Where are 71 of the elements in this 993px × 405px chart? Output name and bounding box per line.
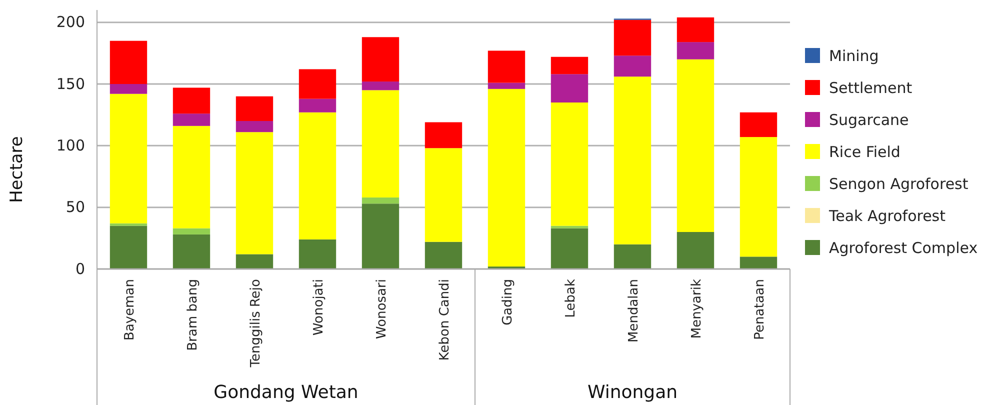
bar: [676, 42, 714, 60]
legend-label: Teak Agroforest: [828, 207, 946, 225]
bar: [172, 114, 210, 126]
x-tick-label: Lebak: [564, 278, 578, 318]
bar: [236, 254, 274, 269]
bar: [172, 126, 210, 228]
bar: [110, 40, 148, 84]
bar: [550, 74, 588, 102]
x-tick-label: Wonosari: [374, 279, 390, 339]
bar: [362, 90, 400, 198]
bar: [362, 82, 400, 90]
bar: [236, 121, 274, 132]
bar: [110, 223, 148, 226]
x-tick-label: Tenggilis Rejo: [248, 278, 264, 368]
y-tick-label: 150: [56, 74, 85, 93]
x-tick-label: Bayeman: [122, 279, 138, 340]
bar: [740, 112, 778, 138]
bar: [298, 112, 336, 240]
y-tick-label: 100: [56, 136, 85, 154]
bar: [298, 98, 336, 112]
bar: [676, 17, 714, 42]
bar: [676, 232, 714, 269]
bar: [488, 88, 526, 267]
x-tick-label: Kebon Candi: [438, 279, 452, 361]
legend-label: Sugarcane: [829, 111, 909, 129]
bar: [110, 226, 148, 269]
bar: [550, 102, 588, 226]
y-tick-label: 50: [66, 198, 85, 216]
bar: [362, 197, 400, 204]
bar: [298, 69, 336, 99]
bar: [110, 94, 148, 224]
legend-label: Mining: [829, 47, 879, 65]
bar: [298, 239, 336, 269]
bar: [614, 20, 652, 56]
x-tick-label: Gading: [500, 279, 516, 326]
bar: [614, 244, 652, 269]
legend-label: Agroforest Complex: [829, 239, 978, 257]
bar: [488, 50, 526, 83]
bar: [236, 96, 274, 121]
bar: [550, 56, 588, 74]
bar: [740, 137, 778, 257]
legend-label: Rice Field: [829, 143, 900, 161]
y-axis-title: Hectare: [7, 136, 27, 203]
bar: [424, 242, 462, 269]
bar: [172, 228, 210, 234]
bar: [676, 59, 714, 232]
bar: [236, 132, 274, 254]
legend-label: Sengon Agroforest: [829, 175, 968, 193]
bar: [362, 204, 400, 269]
x-tick-label: Mendalan: [626, 279, 642, 342]
bar: [110, 84, 148, 94]
bar: [362, 37, 400, 82]
bar: [614, 76, 652, 244]
bar: [550, 228, 588, 269]
x-tick-label: Penataan: [752, 279, 768, 340]
y-tick-label: 200: [56, 13, 85, 32]
x-tick-label: Bram bang: [186, 279, 200, 351]
x-tick-label: Menyarik: [690, 278, 704, 339]
x-tick-label: Wonojati: [312, 279, 326, 336]
y-tick-label: 0: [75, 260, 85, 278]
legend-label: Settlement: [829, 79, 912, 97]
bar: [172, 234, 210, 269]
text: Winongan: [587, 382, 678, 403]
bar: [424, 122, 462, 148]
bar: [614, 56, 652, 77]
bar: [488, 82, 526, 89]
text: Gondang Wetan: [214, 382, 358, 403]
bar: [424, 148, 462, 242]
bar: [740, 256, 778, 269]
bar: [172, 88, 210, 114]
bar: [550, 226, 588, 228]
